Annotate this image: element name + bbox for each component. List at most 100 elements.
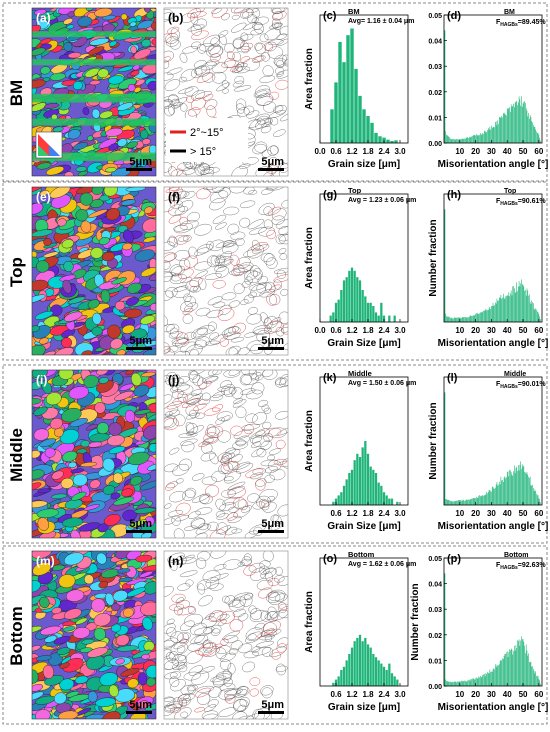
misorientation-bar bbox=[481, 495, 483, 505]
x-tick-label: 1.2 bbox=[346, 147, 358, 156]
gb-line bbox=[276, 60, 285, 69]
misorientation-bar bbox=[507, 657, 509, 686]
grain bbox=[142, 564, 156, 572]
grain bbox=[108, 422, 123, 436]
gb-line bbox=[239, 200, 256, 209]
grain bbox=[103, 513, 121, 526]
misorientation-bar bbox=[474, 315, 476, 322]
gb-line bbox=[243, 248, 262, 257]
misorientation-bar bbox=[481, 134, 483, 143]
gb-line bbox=[267, 591, 279, 598]
misorientation-bar bbox=[445, 131, 446, 143]
misorientation-bar bbox=[528, 653, 529, 686]
gb-line bbox=[165, 375, 176, 386]
gb-line bbox=[251, 448, 265, 458]
gb-line bbox=[164, 346, 172, 353]
misorientation-bar bbox=[468, 136, 470, 143]
hagb-sub: HAGBs bbox=[500, 565, 518, 571]
misorientation-bar bbox=[465, 138, 466, 143]
gb-line bbox=[252, 647, 272, 656]
gb-line bbox=[230, 337, 245, 343]
misorientation-bar bbox=[517, 286, 519, 322]
x-tick-label: 0.6 bbox=[330, 147, 342, 156]
misorientation-bar bbox=[504, 299, 506, 322]
misorientation-bar bbox=[507, 295, 509, 322]
misorientation-bar bbox=[509, 469, 510, 505]
grain bbox=[87, 691, 98, 703]
gb-line bbox=[251, 8, 260, 18]
gb-line bbox=[171, 273, 182, 282]
misorientation-bar bbox=[527, 474, 529, 505]
ebsd-border bbox=[31, 369, 157, 539]
misorientation-bar bbox=[493, 488, 495, 505]
misorientation-bar bbox=[491, 491, 492, 505]
panel-tag: (b) bbox=[168, 11, 183, 25]
misorientation-bar bbox=[473, 315, 475, 322]
gb-line bbox=[229, 619, 244, 632]
gb-line bbox=[237, 561, 245, 567]
misorientation-bar bbox=[454, 500, 456, 505]
grain bbox=[72, 627, 91, 639]
grain bbox=[66, 24, 75, 30]
gb-line bbox=[254, 42, 263, 51]
misorientation-bar bbox=[489, 489, 491, 505]
x-tick-label: 40 bbox=[503, 509, 512, 518]
histogram-bar bbox=[388, 315, 391, 322]
gb-line bbox=[267, 454, 275, 461]
misorientation-bar bbox=[540, 319, 541, 322]
gb-line bbox=[210, 675, 227, 683]
gb-line bbox=[187, 684, 196, 694]
x-tick-label: 10 bbox=[455, 326, 464, 335]
grain bbox=[145, 664, 156, 679]
gb-line bbox=[236, 107, 250, 117]
gb-line bbox=[236, 103, 245, 114]
gb-line bbox=[170, 193, 181, 202]
grain bbox=[32, 469, 45, 480]
gb-line bbox=[164, 241, 175, 251]
gb-line bbox=[164, 640, 175, 648]
grain bbox=[32, 669, 39, 684]
band bbox=[32, 152, 156, 161]
gb-line bbox=[277, 637, 288, 648]
gb-line bbox=[252, 324, 271, 335]
scale-label: 5μm bbox=[261, 518, 284, 530]
gb-line bbox=[202, 72, 216, 83]
grain bbox=[96, 422, 109, 435]
gb-line bbox=[220, 456, 229, 467]
grain bbox=[34, 9, 47, 16]
gb-line bbox=[243, 22, 257, 31]
misorientation-bar bbox=[482, 674, 484, 686]
axes-frame bbox=[443, 557, 543, 687]
misorientation-bar bbox=[508, 292, 510, 322]
grain bbox=[32, 47, 46, 56]
ebsd-border bbox=[31, 550, 157, 720]
gb-line bbox=[201, 616, 217, 628]
histogram-bar bbox=[366, 644, 370, 686]
misorientation-bar bbox=[501, 660, 502, 686]
misorientation-bar bbox=[468, 680, 470, 686]
gb-line bbox=[236, 256, 251, 269]
gb-line bbox=[256, 329, 271, 343]
histogram-bar bbox=[338, 41, 342, 143]
gb-line bbox=[247, 219, 265, 230]
gb-line bbox=[229, 268, 248, 276]
gb-line bbox=[195, 647, 213, 656]
misorientation-bar bbox=[465, 680, 466, 686]
misorientation-bar bbox=[471, 315, 472, 322]
histogram-bar bbox=[364, 296, 367, 322]
gb-line bbox=[275, 234, 286, 245]
gb-line bbox=[280, 111, 288, 122]
x-tick-label: 30 bbox=[487, 690, 496, 699]
grain bbox=[39, 596, 50, 609]
misorientation-bar bbox=[464, 680, 465, 686]
gb-line bbox=[276, 643, 288, 653]
grain bbox=[32, 684, 44, 692]
gb-line bbox=[240, 299, 249, 305]
misorientation-bar bbox=[534, 489, 536, 505]
gb-line bbox=[166, 323, 180, 334]
misorientation-bar bbox=[486, 132, 487, 143]
misorientation-bar bbox=[510, 104, 512, 143]
gb-line bbox=[183, 293, 192, 303]
gb-line bbox=[215, 417, 226, 425]
misorientation-bar bbox=[536, 132, 538, 143]
